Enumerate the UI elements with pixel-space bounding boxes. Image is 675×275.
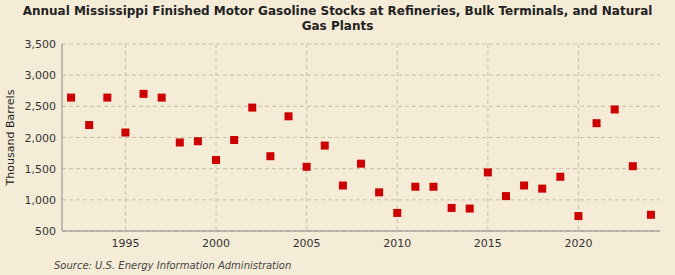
x-grid-line: [216, 44, 217, 231]
points: [67, 90, 655, 220]
point: [357, 160, 365, 168]
y-grid-line: [62, 137, 660, 138]
y-grid-line: [62, 168, 660, 169]
grid: [62, 44, 660, 231]
y-grid-line: [62, 199, 660, 200]
point: [194, 137, 202, 145]
y-tick-label: 2,500: [25, 100, 57, 113]
point: [593, 119, 601, 127]
x-tick-label: 2010: [383, 237, 411, 250]
x-grid-line: [397, 44, 398, 231]
x-axis-line: [62, 231, 660, 232]
point: [140, 90, 148, 98]
x-tick-label: 2020: [564, 237, 592, 250]
x-tick-label: 2015: [474, 237, 502, 250]
point: [321, 142, 329, 150]
source-note: Source: U.S. Energy Information Administ…: [54, 260, 291, 271]
point: [85, 121, 93, 129]
tick-labels: 500 1,000 1,500 2,000 2,500 3,000 3,500 1995 200…: [25, 38, 593, 250]
point: [176, 138, 184, 146]
point: [647, 211, 655, 219]
x-tick-label: 2005: [293, 237, 321, 250]
point: [121, 129, 129, 137]
x-tick-label: 1995: [111, 237, 139, 250]
chart: 500 1,000 1,500 2,000 2,500 3,000 3,500 1995 200…: [0, 0, 675, 275]
point: [339, 181, 347, 189]
point: [611, 105, 619, 113]
point: [393, 209, 401, 217]
point: [158, 94, 166, 102]
point: [429, 183, 437, 191]
point: [230, 136, 238, 144]
point: [411, 183, 419, 191]
point: [556, 173, 564, 181]
x-grid-line: [578, 44, 579, 231]
x-grid-line: [306, 44, 307, 231]
point: [212, 156, 220, 164]
y-axis-label: Thousand Barrels: [4, 89, 17, 186]
point: [466, 205, 474, 213]
point: [303, 163, 311, 171]
y-tick-label: 1,000: [25, 194, 57, 207]
point: [629, 162, 637, 170]
y-tick-label: 500: [35, 225, 56, 238]
y-tick-label: 2,000: [25, 132, 57, 145]
y-tick-label: 3,500: [25, 38, 57, 51]
point: [375, 188, 383, 196]
y-axis-line: [62, 44, 63, 231]
x-tick-label: 2000: [202, 237, 230, 250]
point: [520, 181, 528, 189]
title: Annual Mississippi Finished Motor Gasoli…: [23, 4, 653, 33]
y-grid-line: [62, 75, 660, 76]
point: [266, 152, 274, 160]
point: [448, 204, 456, 212]
point: [103, 94, 111, 102]
point: [502, 192, 510, 200]
x-grid-line: [487, 44, 488, 231]
y-tick-label: 1,500: [25, 163, 57, 176]
point: [248, 104, 256, 112]
y-grid-line: [62, 106, 660, 107]
point: [484, 168, 492, 176]
x-grid-line: [125, 44, 126, 231]
background: [0, 0, 675, 275]
point: [285, 112, 293, 120]
y-tick-label: 3,000: [25, 69, 57, 82]
y-grid-line: [62, 44, 660, 45]
point: [574, 212, 582, 220]
point: [67, 94, 75, 102]
y-grid-line: [62, 231, 660, 232]
point: [538, 185, 546, 193]
